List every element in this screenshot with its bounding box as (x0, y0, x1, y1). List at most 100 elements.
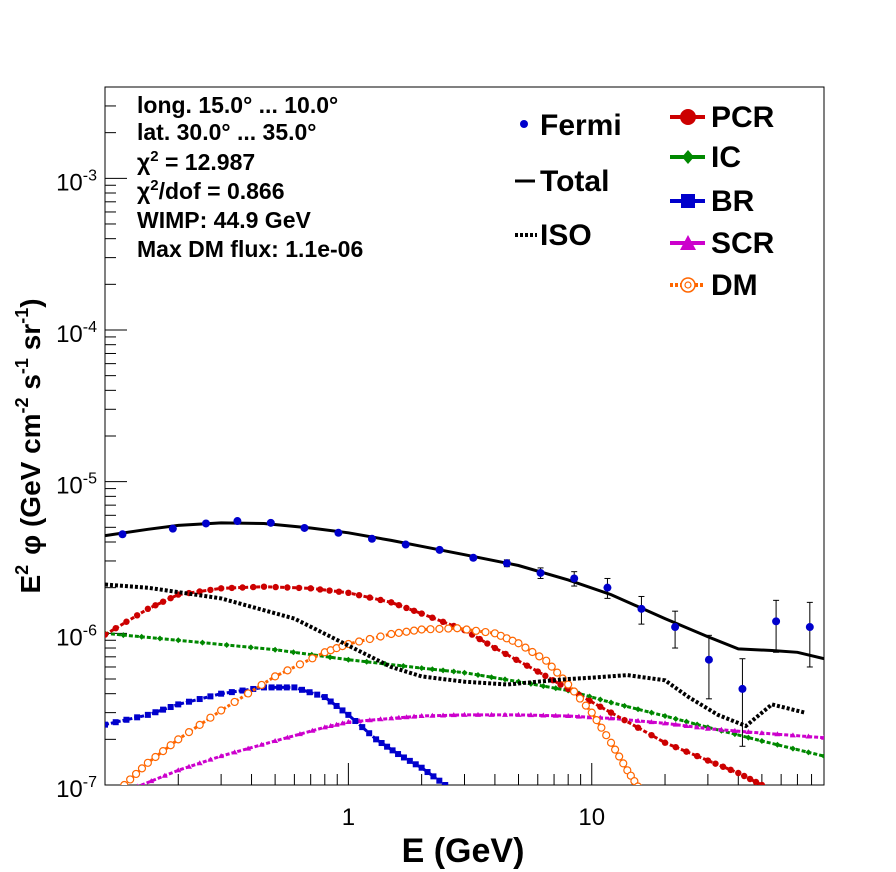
dm-marker (376, 632, 385, 641)
pcr-marker (133, 612, 141, 619)
pcr-marker (740, 772, 748, 780)
fermi-point (637, 604, 646, 613)
fermi-point (435, 545, 444, 554)
br-marker (306, 689, 313, 696)
dm-marker (143, 758, 152, 767)
br-marker (239, 687, 246, 694)
ic-marker (138, 633, 145, 640)
br-marker (406, 757, 413, 764)
br-marker (345, 711, 352, 718)
fermi-point (401, 540, 410, 549)
dm-marker (471, 626, 481, 635)
scr-marker (148, 778, 155, 784)
fermi-point (570, 574, 579, 583)
scr-marker (474, 711, 481, 717)
fermi-point (201, 519, 210, 528)
pcr-marker (284, 584, 291, 591)
dm-marker (634, 782, 642, 785)
fermi-point (334, 528, 343, 537)
legend-label-br: BR (711, 185, 755, 218)
ic-marker (247, 644, 254, 651)
ic-marker (662, 713, 669, 720)
dm-marker (365, 634, 374, 644)
dm-marker (587, 708, 596, 717)
pcr-marker (196, 588, 203, 595)
scr-marker (789, 732, 796, 738)
dm-marker (244, 689, 253, 698)
br-marker (430, 773, 437, 780)
br-marker (442, 782, 449, 785)
scr-marker (175, 767, 182, 773)
ic-marker (540, 683, 547, 690)
dm-marker (137, 764, 147, 773)
legend-label-dm: DM (711, 269, 758, 302)
scr-marker (366, 717, 373, 723)
scr-marker (231, 749, 238, 755)
ic-marker (418, 665, 425, 672)
scr-marker (565, 713, 572, 719)
dm-marker (581, 701, 590, 710)
dm-marker (453, 624, 462, 633)
pcr-marker (335, 588, 343, 595)
pcr-marker (366, 594, 374, 601)
dm-marker (271, 672, 280, 681)
ic-marker (745, 734, 752, 741)
fermi-point (671, 623, 680, 632)
pcr-marker (758, 781, 766, 785)
legend-label-fermi: Fermi (540, 109, 622, 142)
scr-marker (296, 731, 303, 737)
scr-marker (758, 730, 765, 736)
scr-marker (388, 715, 395, 721)
scr-marker (161, 772, 168, 778)
dm-marker (120, 780, 129, 785)
ic-marker (400, 662, 407, 669)
ic-marker (156, 635, 163, 642)
br-marker (134, 714, 141, 721)
pcr-marker (476, 635, 483, 643)
fermi-point (233, 517, 242, 526)
dm-marker (564, 680, 573, 689)
scr-marker (461, 711, 468, 717)
legend-item-dm: DM (670, 269, 758, 302)
dm-marker (394, 628, 403, 637)
ic-marker (440, 667, 447, 674)
br-marker (321, 694, 328, 701)
pcr-marker (272, 583, 279, 591)
ic-marker (120, 632, 127, 639)
dm-marker (417, 625, 426, 634)
scr-marker (321, 724, 328, 730)
dm-marker (217, 706, 226, 715)
dm-marker (547, 662, 556, 671)
legend-label-pcr: PCR (711, 101, 775, 134)
ic-marker (501, 676, 508, 683)
dm-marker (257, 680, 266, 690)
scr-marker (774, 731, 781, 737)
pcr-marker (621, 716, 628, 724)
legend-item-ic: IC (670, 141, 741, 174)
scr-marker (501, 711, 508, 717)
pcr-marker (105, 631, 109, 638)
scr-marker (136, 783, 139, 785)
info-chi2: χ2 = 12.987 (137, 148, 255, 175)
pcr-marker (307, 585, 314, 592)
scr-marker (488, 711, 495, 717)
br-marker (418, 764, 425, 771)
dm-marker (174, 735, 183, 744)
legend-item-total: Total (515, 165, 609, 198)
br-marker (424, 769, 431, 776)
scr-marker (418, 713, 425, 719)
fermi-point (168, 524, 177, 533)
ic-marker (789, 745, 796, 752)
dm-marker (283, 666, 292, 675)
pcr-marker (672, 743, 679, 751)
dm-marker (158, 746, 168, 756)
info-dm-flux: Max DM flux: 1.1e-06 (137, 236, 363, 262)
legend-label-iso: ISO (540, 219, 592, 252)
scr-marker (731, 727, 738, 733)
dm-marker (521, 643, 530, 652)
ic-marker (474, 671, 481, 678)
dm-marker (638, 788, 645, 795)
ic-marker (683, 718, 690, 725)
pcr-marker (634, 724, 642, 731)
